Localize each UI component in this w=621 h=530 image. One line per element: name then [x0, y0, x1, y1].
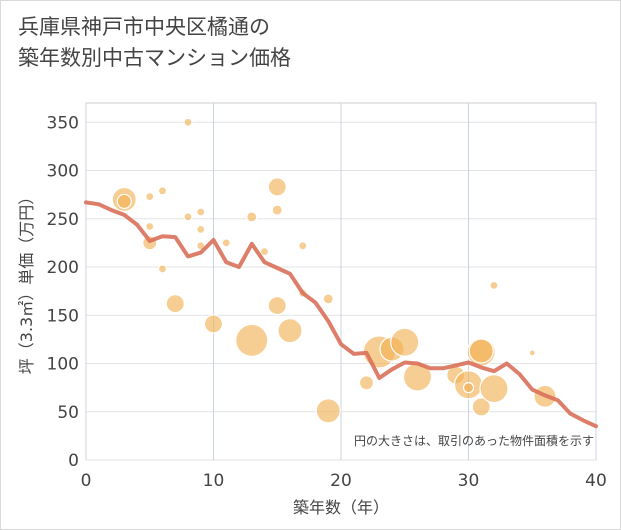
x-tick-label: 40 [585, 471, 607, 491]
x-tick-label: 0 [81, 471, 92, 491]
scatter-bubble [298, 241, 308, 251]
chart-title: 兵庫県神戸市中央区橘通の 築年数別中古マンション価格 [18, 12, 291, 74]
scatter-bubble [196, 241, 206, 251]
scatter-bubble [157, 264, 168, 274]
y-tick-label: 150 [47, 306, 79, 326]
scatter-bubble [479, 374, 509, 404]
y-tick-label: 0 [68, 451, 79, 471]
scatter-bubble [145, 221, 155, 232]
scatter-bubble [267, 177, 287, 197]
scatter-bubble [315, 398, 341, 424]
y-tick-label: 350 [47, 113, 79, 133]
y-tick-label: 50 [57, 403, 79, 423]
scatter-bubble [183, 212, 193, 222]
scatter-bubble [116, 193, 132, 210]
scatter-bubble [471, 397, 491, 417]
x-tick-label: 20 [330, 471, 352, 491]
chart-title-line1: 兵庫県神戸市中央区橘通の [18, 15, 270, 39]
y-axis-ticks: 0 50 100 150 200 250 300 350 [47, 113, 79, 471]
scatter-bubble [203, 314, 224, 334]
scatter-bubble [196, 207, 206, 217]
scatter-bubble [246, 211, 258, 223]
chart-title-line2: 築年数別中古マンション価格 [18, 46, 291, 70]
x-tick-label: 30 [458, 471, 480, 491]
scatter-bubble [145, 191, 155, 202]
scatter-bubble [358, 375, 375, 391]
grid-lines [85, 103, 597, 461]
average-price-line [84, 200, 598, 429]
x-axis-title: 築年数（年） [293, 498, 389, 517]
scatter-bubble [462, 382, 475, 394]
scatter-bubble [322, 293, 334, 305]
y-tick-label: 300 [47, 162, 79, 182]
y-tick-label: 100 [47, 355, 79, 375]
scatter-bubble [221, 238, 231, 248]
scatter-bubble [277, 318, 303, 344]
scatter-bubble [390, 327, 420, 357]
x-axis-ticks: 0 10 20 30 40 [81, 471, 607, 491]
y-axis-title: 坪（3.3㎡）単価（万円） [17, 189, 36, 374]
scatter-bubble [468, 338, 494, 364]
bubble-size-note: 円の大きさは、取引のあった物件面積を示す [354, 433, 594, 448]
y-tick-label: 200 [47, 258, 79, 278]
scatter-bubble [489, 280, 499, 290]
x-tick-label: 10 [203, 471, 225, 491]
scatter-bubble [165, 294, 185, 314]
y-tick-label: 250 [47, 210, 79, 230]
scatter-bubble [196, 224, 206, 234]
scatter-bubble [157, 186, 168, 196]
scatter-bubble [259, 246, 270, 257]
scatter-bubble [271, 204, 283, 216]
scatter-bubble [528, 349, 536, 357]
scatter-bubble [267, 296, 287, 316]
trend-line-layer [84, 200, 598, 429]
scatter-bubble [235, 323, 269, 357]
scatter-bubble [183, 117, 193, 127]
